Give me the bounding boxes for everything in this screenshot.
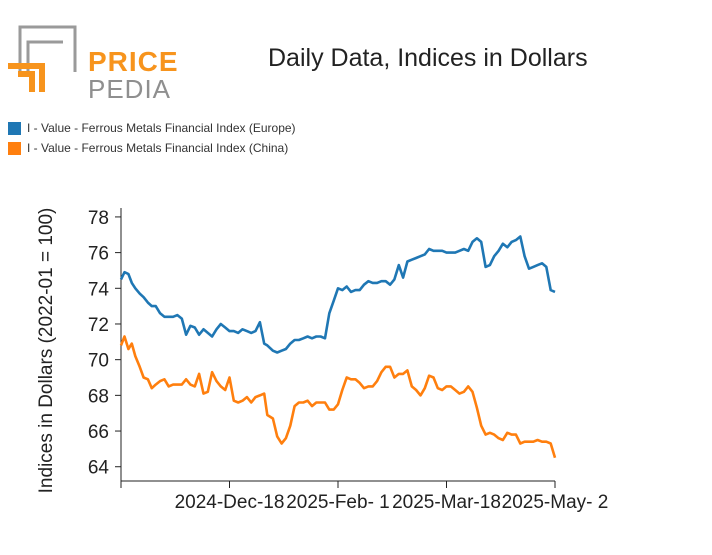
y-tick-label: 68 [88,386,109,407]
y-tick-label: 72 [88,315,109,336]
series-line-china[interactable] [119,335,557,459]
legend-label-europe: I - Value - Ferrous Metals Financial Ind… [27,121,296,135]
x-tick-label: 2025-Feb- 1 [286,492,390,513]
x-tick-label: 2024-Dec-18 [175,492,285,513]
logo-word-pedia: PEDIA [88,74,172,104]
legend-swatch-europe [8,121,21,135]
y-tick-label: 64 [88,458,110,479]
y-tick-label: 76 [88,244,109,265]
pricepedia-logo-mark [8,25,77,92]
logo-word-price: PRICE [88,46,179,77]
legend-swatch-china [8,141,21,155]
y-tick-label: 70 [88,351,109,372]
legend-label-china: I - Value - Ferrous Metals Financial Ind… [27,141,289,155]
x-tick-label: 2025-Mar-18 [392,492,501,513]
chart-title: Daily Data, Indices in Dollars [268,44,588,72]
y-tick-label: 66 [88,422,109,443]
y-tick-label: 78 [88,208,109,229]
x-tick-label: 2025-May- 2 [502,492,609,513]
legend-item-china[interactable]: I - Value - Ferrous Metals Financial Ind… [8,138,296,158]
legend: I - Value - Ferrous Metals Financial Ind… [8,118,296,158]
pricepedia-logo: PRICE PEDIA [8,22,178,104]
series-line-europe[interactable] [119,235,556,354]
y-axis-label: Indices in Dollars (2022-01 = 100) [36,208,57,494]
legend-item-europe[interactable]: I - Value - Ferrous Metals Financial Ind… [8,118,296,138]
y-tick-label: 74 [88,279,110,300]
